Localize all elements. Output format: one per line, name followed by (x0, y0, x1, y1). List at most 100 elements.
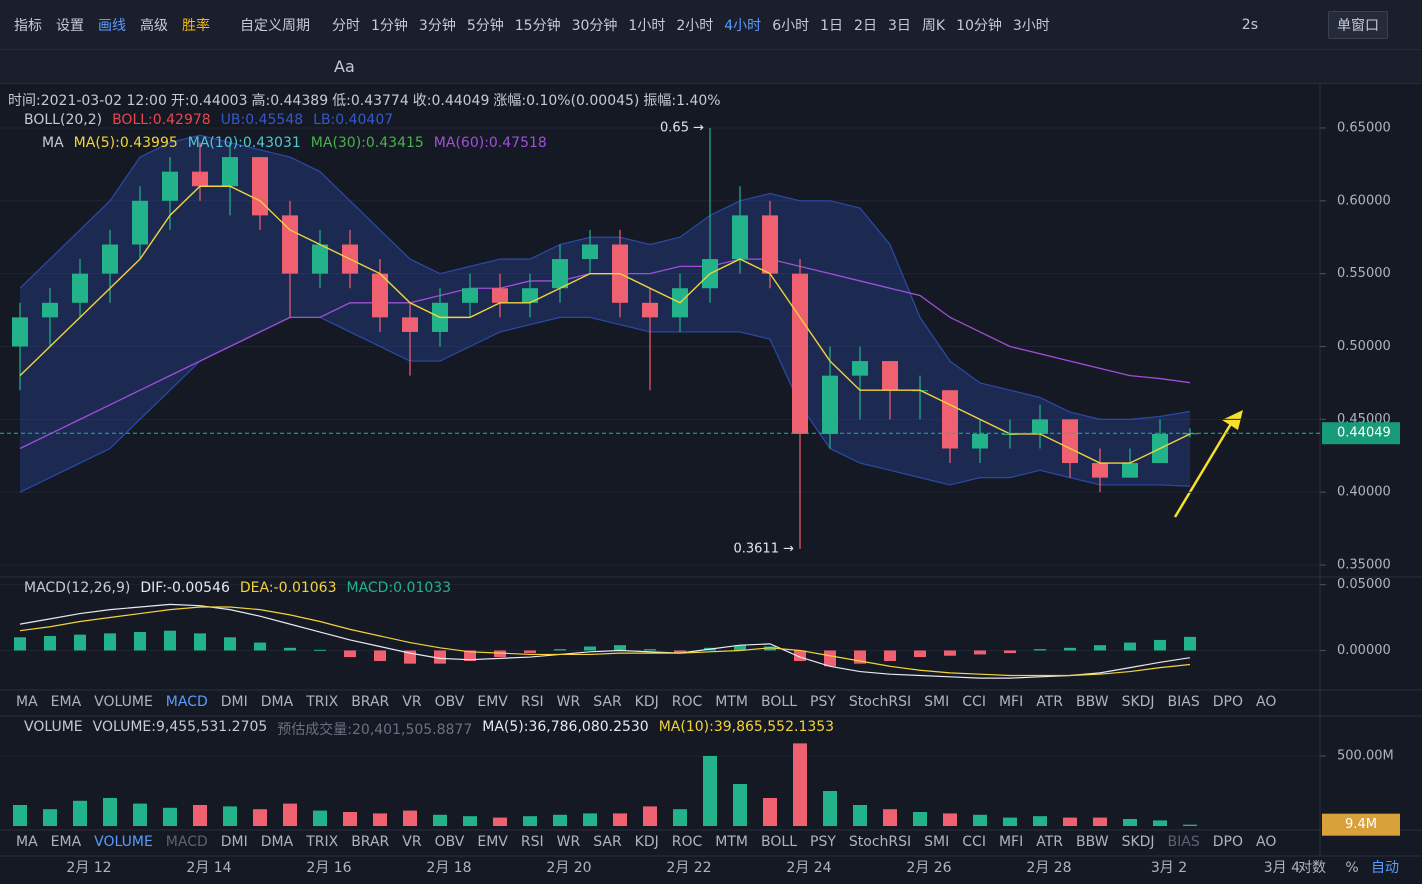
period-button[interactable]: 2日 (854, 17, 877, 34)
text-tool[interactable]: Aa (334, 57, 355, 76)
indicator-tab[interactable]: BIAS (1167, 834, 1200, 850)
indicator-tab[interactable]: PSY (810, 694, 836, 710)
indicator-tab[interactable]: SKDJ (1121, 834, 1155, 850)
indicator-tab[interactable]: ATR (1036, 834, 1063, 850)
indicator-tab[interactable]: KDJ (634, 694, 659, 710)
volume-bar (943, 813, 957, 826)
legend-item: MA(60):0.47518 (433, 135, 547, 151)
indicator-tab[interactable]: RSI (520, 694, 544, 710)
macd-bar (914, 650, 926, 658)
toolbar-button[interactable]: 指标 (14, 17, 42, 34)
period-button[interactable]: 15分钟 (514, 17, 561, 34)
indicator-tab[interactable]: BRAR (351, 834, 390, 850)
indicator-tab[interactable]: MACD (165, 694, 208, 710)
indicator-tab[interactable]: BBW (1076, 834, 1109, 850)
x-tick-label: 2月 14 (186, 860, 231, 876)
period-button[interactable]: 3小时 (1012, 17, 1050, 34)
indicator-tab[interactable]: SAR (593, 694, 622, 710)
period-button[interactable]: 5分钟 (466, 17, 504, 34)
period-button[interactable]: 1小时 (628, 17, 666, 34)
macd-bar (74, 634, 86, 651)
period-button[interactable]: 周K (921, 17, 946, 34)
indicator-tab[interactable]: MFI (998, 834, 1024, 850)
indicator-tab[interactable]: EMA (50, 834, 82, 850)
legend-item: DEA:-0.01063 (239, 580, 337, 596)
x-tick-label: 2月 20 (546, 860, 591, 876)
indicator-tab[interactable]: ROC (671, 834, 703, 850)
indicator-tab[interactable]: EMV (477, 694, 508, 710)
volume-bar (673, 809, 687, 826)
indicator-tab[interactable]: AO (1256, 694, 1277, 710)
toolbar-button[interactable]: 画线 (98, 17, 126, 34)
period-button[interactable]: 分时 (332, 17, 360, 34)
indicator-tab[interactable]: DMA (260, 694, 294, 710)
indicator-tab[interactable]: DPO (1212, 834, 1243, 850)
indicator-tab[interactable]: SMI (924, 834, 950, 850)
indicator-tab[interactable]: MACD (165, 834, 208, 850)
indicator-tab[interactable]: TRIX (306, 694, 339, 710)
period-button[interactable]: 3分钟 (418, 17, 456, 34)
indicator-tab[interactable]: KDJ (634, 834, 659, 850)
period-button[interactable]: 6小时 (772, 17, 810, 34)
indicator-tab[interactable]: BOLL (761, 694, 797, 710)
indicator-tab[interactable]: StochRSI (848, 834, 912, 850)
indicator-tab[interactable]: CCI (962, 694, 986, 710)
refresh-interval[interactable]: 2s (1241, 16, 1258, 33)
period-button[interactable]: 2小时 (676, 17, 714, 34)
legend-item: BOLL:0.42978 (112, 112, 211, 128)
period-button[interactable]: 4小时 (724, 17, 762, 34)
indicator-tab[interactable]: DMI (220, 694, 248, 710)
macd-bar (1094, 645, 1106, 651)
period-button[interactable]: 1分钟 (371, 17, 408, 34)
indicator-tab[interactable]: MFI (998, 694, 1024, 710)
period-button[interactable]: 10分钟 (956, 17, 1002, 34)
indicator-tab[interactable]: PSY (810, 834, 836, 850)
indicator-tab[interactable]: BRAR (351, 694, 390, 710)
indicator-tab[interactable]: MTM (715, 694, 749, 710)
indicator-tab[interactable]: VR (402, 694, 422, 710)
indicator-line (19, 185, 1191, 464)
indicator-tab[interactable]: AO (1256, 834, 1277, 850)
period-button[interactable]: 1日 (820, 17, 844, 34)
indicator-tab[interactable]: BOLL (761, 834, 797, 850)
indicator-tab[interactable]: DMA (260, 834, 294, 850)
indicator-tab[interactable]: SMI (924, 694, 950, 710)
window-select[interactable]: 单窗口 (1328, 10, 1388, 39)
indicator-tab[interactable]: EMV (477, 834, 508, 850)
indicator-tab[interactable]: TRIX (306, 834, 339, 850)
candle-body (822, 375, 838, 434)
indicator-tab[interactable]: SKDJ (1121, 694, 1155, 710)
indicator-tab[interactable]: OBV (434, 834, 465, 850)
indicator-tab[interactable]: DPO (1212, 694, 1243, 710)
macd-bar (194, 633, 206, 651)
candle-body (732, 215, 748, 260)
indicator-tab[interactable]: ROC (671, 694, 703, 710)
indicator-tab[interactable]: MA (16, 834, 38, 850)
toolbar-button[interactable]: 设置 (56, 17, 84, 34)
period-button[interactable]: 30分钟 (571, 17, 618, 34)
indicator-tab[interactable]: VR (402, 834, 422, 850)
period-button[interactable]: 3日 (887, 17, 911, 34)
indicator-tab[interactable]: CCI (962, 834, 986, 850)
indicator-tab[interactable]: BBW (1076, 694, 1109, 710)
indicator-tab[interactable]: VOLUME (94, 694, 153, 710)
toolbar-button[interactable]: 高级 (140, 17, 168, 34)
indicator-tab[interactable]: WR (556, 694, 581, 710)
indicator-tab[interactable]: DMI (220, 834, 248, 850)
indicator-tab[interactable]: VOLUME (94, 834, 153, 850)
indicator-tab[interactable]: StochRSI (848, 694, 912, 710)
toolbar-button[interactable]: 胜率 (182, 17, 210, 34)
indicator-tab[interactable]: BIAS (1167, 694, 1200, 710)
volume-bar (913, 811, 927, 826)
indicator-tab[interactable]: MTM (715, 834, 749, 850)
indicator-tab[interactable]: SAR (593, 834, 622, 850)
indicator-tab[interactable]: RSI (520, 834, 544, 850)
indicator-tab[interactable]: MA (16, 694, 38, 710)
indicator-tab[interactable]: OBV (434, 694, 465, 710)
indicator-tab[interactable]: ATR (1036, 694, 1063, 710)
indicator-tab[interactable]: WR (556, 834, 581, 850)
extreme-label: 0.65 → (660, 120, 704, 135)
indicator-tab[interactable]: EMA (50, 694, 82, 710)
period-menu[interactable]: 自定义周期 (240, 17, 310, 34)
